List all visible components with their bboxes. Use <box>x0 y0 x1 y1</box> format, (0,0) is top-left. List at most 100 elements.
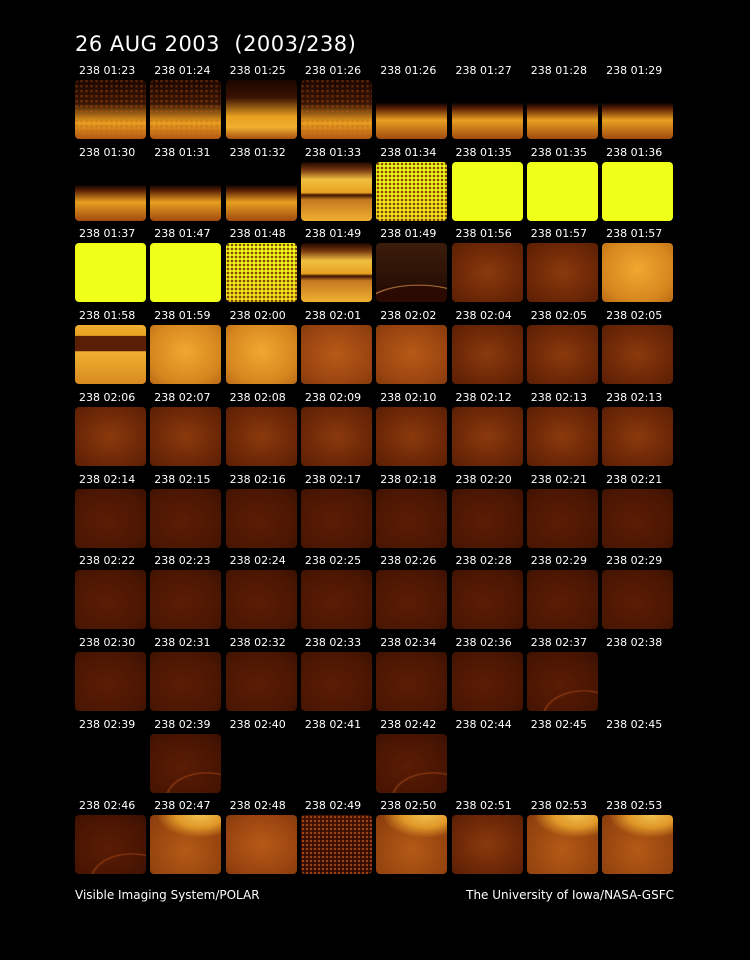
frame-cell: 238 01:26 <box>300 64 376 143</box>
frame-cell: 238 02:45 <box>602 719 677 797</box>
frame-cell: 238 02:49 <box>300 800 376 878</box>
frame-image <box>150 325 222 385</box>
frame-timestamp: 238 02:31 <box>154 635 211 649</box>
frame-cell: 238 01:59 <box>150 310 225 388</box>
frame-timestamp: 238 02:18 <box>380 472 437 486</box>
frame-cell: 238 02:12 <box>451 392 527 470</box>
frame-image <box>602 325 674 385</box>
frame-timestamp: 238 02:48 <box>229 799 286 813</box>
frame-timestamp: 238 01:37 <box>79 227 136 241</box>
frame-timestamp: 238 01:24 <box>154 64 211 77</box>
frame-image <box>75 406 146 466</box>
frame-image <box>602 243 674 303</box>
frame-image <box>150 815 222 875</box>
frame-image <box>150 406 222 466</box>
frame-image <box>451 570 523 630</box>
frame-timestamp: 238 01:49 <box>304 227 362 241</box>
frame-image <box>602 570 674 630</box>
frame-cell: 238 02:05 <box>526 309 602 388</box>
frame-timestamp: 238 01:34 <box>380 145 437 159</box>
frame-image <box>300 406 372 466</box>
frame-cell: 238 01:31 <box>150 147 225 225</box>
frame-cell: 238 01:56 <box>451 227 527 306</box>
frame-cell: 238 02:53 <box>602 800 677 878</box>
frame-timestamp: 238 02:02 <box>380 309 437 323</box>
frame-cell: 238 02:09 <box>300 390 376 470</box>
frame-timestamp: 238 02:05 <box>530 309 587 323</box>
frame-cell: 238 02:08 <box>225 392 301 470</box>
frame-cell: 238 02:22 <box>75 555 150 633</box>
frame-timestamp: 238 02:33 <box>304 635 362 649</box>
frame-cell: 238 02:50 <box>376 800 451 878</box>
frame-cell: 238 02:34 <box>376 637 451 715</box>
frame-timestamp: 238 01:57 <box>606 227 663 241</box>
frame-image <box>376 325 448 385</box>
frame-timestamp: 238 02:41 <box>304 717 362 731</box>
frame-timestamp: 238 01:26 <box>304 64 362 77</box>
frame-cell: 238 02:39 <box>150 719 225 797</box>
frame-image <box>150 570 222 630</box>
frame-timestamp: 238 02:45 <box>530 717 587 731</box>
frame-image <box>526 80 598 139</box>
frame-image <box>225 815 297 875</box>
frame-cell: 238 01:57 <box>602 228 677 306</box>
frame-image <box>225 80 297 139</box>
frame-cell: 238 01:25 <box>225 65 301 143</box>
frame-image <box>602 734 673 793</box>
frame-cell: 238 02:23 <box>150 555 225 633</box>
frame-image <box>602 161 674 221</box>
frame-image <box>150 488 222 548</box>
frame-timestamp: 238 01:35 <box>530 145 587 159</box>
frame-timestamp: 238 02:30 <box>79 635 136 649</box>
frame-cell: 238 02:46 <box>75 800 150 878</box>
frame-image <box>451 815 523 875</box>
frame-cell: 238 02:04 <box>451 310 527 388</box>
frame-image <box>376 161 448 221</box>
frame-image <box>300 488 372 548</box>
frame-image <box>602 488 674 548</box>
frame-image <box>376 651 448 711</box>
frame-image <box>150 243 222 303</box>
frame-timestamp: 238 01:28 <box>530 64 587 77</box>
frame-timestamp: 238 02:53 <box>530 799 587 813</box>
frame-cell: 238 02:29 <box>602 555 677 633</box>
frame-timestamp: 238 01:56 <box>455 227 512 241</box>
frame-timestamp: 238 02:40 <box>229 717 286 731</box>
frame-image <box>526 488 598 548</box>
frame-timestamp: 238 02:29 <box>606 554 663 568</box>
frame-timestamp: 238 01:48 <box>229 227 286 241</box>
page-title: 26 AUG 2003 (2003/238) <box>75 32 357 56</box>
frame-cell: 238 01:34 <box>376 147 451 225</box>
frame-timestamp: 238 02:17 <box>304 472 362 486</box>
frame-image <box>150 80 222 139</box>
frame-timestamp: 238 02:06 <box>79 390 136 404</box>
frame-timestamp: 238 01:49 <box>380 227 437 241</box>
frame-timestamp: 238 02:05 <box>606 309 663 323</box>
frame-image <box>526 243 598 303</box>
frame-cell: 238 01:23 <box>75 65 150 143</box>
frame-timestamp: 238 01:29 <box>606 64 663 77</box>
frame-timestamp: 238 02:07 <box>154 390 211 404</box>
frame-cell: 238 01:35 <box>526 145 602 225</box>
frame-image <box>451 325 523 385</box>
frame-timestamp: 238 02:26 <box>380 554 437 568</box>
frame-cell: 238 01:28 <box>526 64 602 143</box>
frame-cell: 238 02:32 <box>225 637 301 715</box>
frame-timestamp: 238 02:09 <box>304 390 362 404</box>
frame-image <box>75 80 146 139</box>
frame-cell: 238 02:37 <box>526 637 602 715</box>
frame-image <box>75 815 146 875</box>
frame-cell: 238 01:33 <box>300 147 376 225</box>
frame-cell: 238 02:14 <box>75 474 150 552</box>
frame-image <box>301 734 372 793</box>
frame-timestamp: 238 02:36 <box>455 635 512 649</box>
frame-cell: 238 01:47 <box>150 228 225 306</box>
frame-image <box>225 243 297 303</box>
frame-timestamp: 238 02:44 <box>455 717 512 731</box>
frame-image <box>451 161 523 221</box>
frame-cell: 238 02:33 <box>300 635 376 715</box>
frame-timestamp: 238 02:25 <box>304 554 362 568</box>
frame-cell: 238 02:40 <box>226 719 301 797</box>
frame-timestamp: 238 02:29 <box>530 554 587 568</box>
frame-timestamp: 238 02:13 <box>530 390 587 404</box>
